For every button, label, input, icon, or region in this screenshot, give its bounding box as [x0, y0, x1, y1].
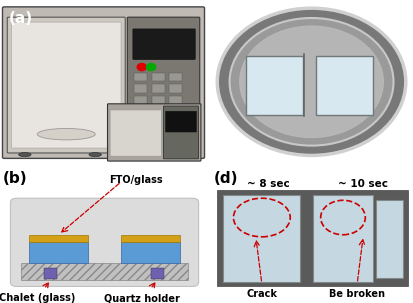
Bar	[134, 85, 147, 93]
Bar	[134, 73, 147, 81]
FancyBboxPatch shape	[7, 17, 125, 153]
Bar	[169, 108, 182, 116]
Ellipse shape	[239, 26, 382, 138]
Bar	[29, 242, 88, 263]
FancyBboxPatch shape	[12, 22, 121, 148]
Text: Be broken: Be broken	[328, 289, 384, 299]
FancyBboxPatch shape	[107, 104, 200, 161]
Ellipse shape	[19, 153, 31, 157]
Text: Quartz holder: Quartz holder	[104, 293, 180, 303]
Text: ~ 10 sec: ~ 10 sec	[337, 179, 387, 189]
FancyBboxPatch shape	[10, 198, 198, 286]
Bar	[169, 85, 182, 93]
Bar	[217, 190, 407, 286]
Text: FTO/glass: FTO/glass	[109, 175, 162, 185]
Bar	[375, 200, 402, 278]
Bar	[44, 268, 57, 279]
Bar	[151, 96, 164, 105]
FancyBboxPatch shape	[133, 29, 195, 59]
Bar	[245, 56, 303, 115]
Ellipse shape	[89, 153, 101, 157]
Bar	[134, 108, 147, 116]
Ellipse shape	[217, 8, 405, 155]
Text: Crack: Crack	[246, 289, 277, 299]
Bar	[29, 235, 88, 242]
Bar	[315, 56, 372, 115]
FancyBboxPatch shape	[165, 111, 196, 132]
Text: (b): (b)	[3, 171, 28, 186]
Bar	[151, 73, 164, 81]
Bar	[134, 96, 147, 105]
FancyBboxPatch shape	[127, 17, 199, 153]
Circle shape	[146, 64, 155, 71]
Text: Chalet (glass): Chalet (glass)	[0, 293, 76, 303]
Bar	[169, 96, 182, 105]
Bar	[150, 268, 164, 279]
Text: (a): (a)	[8, 12, 32, 26]
Bar	[151, 108, 164, 116]
Ellipse shape	[229, 18, 392, 146]
FancyBboxPatch shape	[163, 106, 198, 159]
Bar	[169, 73, 182, 81]
Bar	[312, 195, 373, 282]
Bar	[151, 85, 164, 93]
FancyBboxPatch shape	[2, 7, 204, 158]
Ellipse shape	[37, 128, 95, 140]
Text: (d): (d)	[214, 171, 238, 186]
Circle shape	[137, 64, 146, 71]
Text: (c): (c)	[219, 10, 242, 25]
Text: ~ 8 sec: ~ 8 sec	[246, 179, 289, 189]
Bar	[21, 263, 188, 280]
Bar	[223, 195, 300, 282]
Bar	[121, 242, 179, 263]
FancyBboxPatch shape	[110, 110, 161, 156]
Bar	[121, 235, 179, 242]
